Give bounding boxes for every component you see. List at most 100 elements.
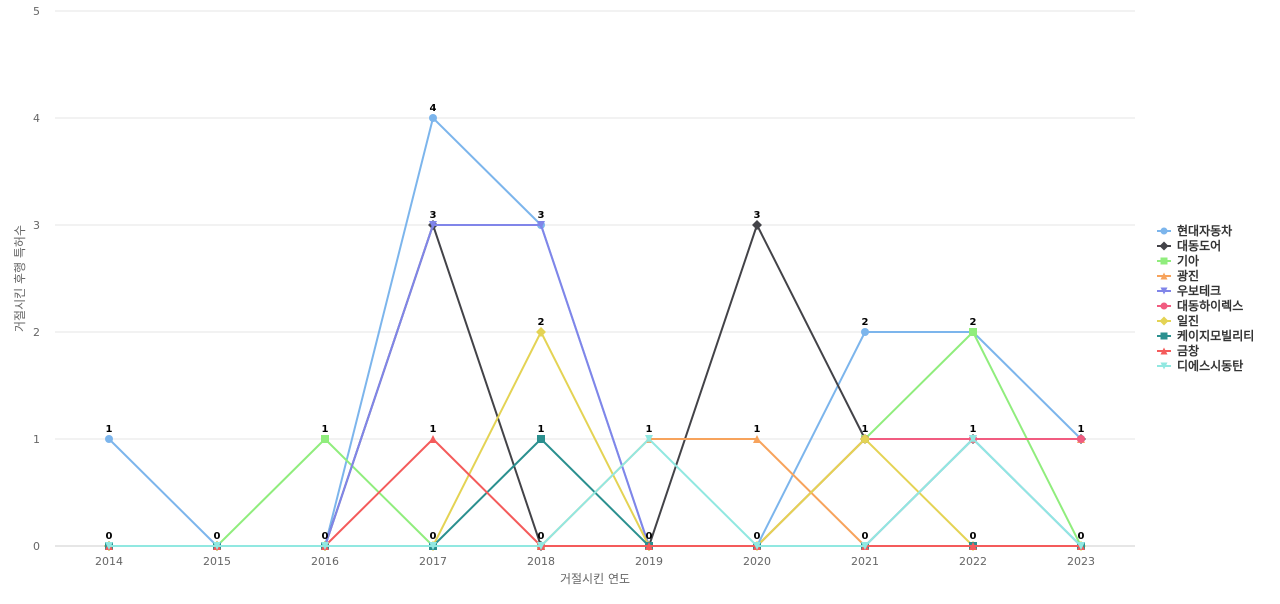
x-tick-label: 2022 [959, 555, 987, 568]
legend-item[interactable]: 광진 [1157, 268, 1199, 283]
x-tick-label: 2018 [527, 555, 555, 568]
legend-marker [1159, 241, 1169, 251]
data-label: 1 [430, 424, 437, 435]
data-label: 1 [754, 424, 761, 435]
y-tick-label: 4 [33, 112, 40, 125]
y-tick-label: 1 [33, 433, 40, 446]
data-label: 4 [430, 103, 437, 114]
x-tick-label: 2015 [203, 555, 231, 568]
legend-item[interactable]: 대동하이렉스 [1157, 298, 1243, 313]
legend-label: 일진 [1177, 313, 1199, 328]
legend-item[interactable]: 현대자동차 [1157, 223, 1232, 238]
x-tick-label: 2021 [851, 555, 879, 568]
data-point [969, 542, 977, 550]
data-point [1077, 542, 1085, 550]
data-point [321, 542, 329, 550]
data-point [429, 542, 437, 550]
data-point [752, 220, 762, 230]
data-point [861, 328, 869, 336]
data-point [645, 542, 653, 550]
data-point [645, 435, 653, 443]
data-label: 1 [538, 424, 545, 435]
legend-item[interactable]: 금창 [1157, 343, 1199, 358]
data-label: 0 [646, 531, 653, 542]
legend-marker [1160, 287, 1168, 295]
data-point [860, 434, 870, 444]
grid-layer [55, 10, 1135, 547]
legend-item[interactable]: 기아 [1157, 253, 1199, 268]
data-label: 0 [322, 531, 329, 542]
legend-marker [1160, 272, 1168, 280]
legend-marker [1160, 362, 1168, 370]
data-label: 0 [430, 531, 437, 542]
data-label: 0 [862, 531, 869, 542]
data-point [213, 542, 221, 550]
series-group [105, 435, 1085, 550]
data-point [536, 327, 546, 337]
data-point [105, 435, 113, 443]
data-point [429, 114, 437, 122]
data-label: 1 [646, 424, 653, 435]
series-line [109, 224, 1082, 547]
legend-item[interactable]: 케이지모빌리티 [1157, 328, 1254, 343]
data-point [969, 328, 977, 336]
legend-marker [1159, 316, 1169, 326]
legend-label: 기아 [1177, 253, 1199, 268]
y-tick-label: 5 [33, 5, 40, 18]
data-label: 2 [862, 317, 869, 328]
x-tick-label: 2017 [419, 555, 447, 568]
x-tick-label: 2016 [311, 555, 339, 568]
x-tick-label: 2023 [1067, 555, 1095, 568]
data-point [861, 542, 869, 550]
series-layer [104, 114, 1086, 551]
y-tick-label: 3 [33, 219, 40, 232]
data-point [1077, 435, 1085, 443]
x-tick-label: 2014 [95, 555, 123, 568]
y-tick-label: 2 [33, 326, 40, 339]
y-tick-label: 0 [33, 540, 40, 553]
x-tick-label: 2019 [635, 555, 663, 568]
data-point [537, 221, 545, 229]
data-label: 3 [430, 210, 437, 221]
data-point [969, 435, 977, 443]
legend-marker [1160, 227, 1168, 235]
data-point [753, 435, 761, 443]
legend-label: 광진 [1177, 268, 1199, 283]
data-label: 1 [322, 424, 329, 435]
data-label: 0 [1078, 531, 1085, 542]
data-label: 0 [754, 531, 761, 542]
data-label: 1 [106, 424, 113, 435]
legend-item[interactable]: 일진 [1157, 313, 1199, 328]
data-label: 3 [538, 210, 545, 221]
data-label: 0 [970, 531, 977, 542]
data-label: 1 [1078, 424, 1085, 435]
data-label: 1 [970, 424, 977, 435]
series-group [105, 221, 1085, 550]
data-point [321, 435, 329, 443]
y-axis-title: 거절시킨 후행 특허수 [12, 225, 27, 332]
data-label: 1 [862, 424, 869, 435]
data-point [537, 435, 545, 443]
data-point [753, 542, 761, 550]
legend-marker [1160, 257, 1168, 265]
data-point [537, 542, 545, 550]
data-label: 2 [538, 317, 545, 328]
data-label: 0 [214, 531, 221, 542]
legend-item[interactable]: 우보테크 [1157, 284, 1221, 298]
data-label: 3 [754, 210, 761, 221]
x-tick-label: 2020 [743, 555, 771, 568]
legend-marker [1160, 332, 1168, 340]
data-point [429, 221, 437, 229]
series-line [109, 438, 1082, 547]
data-label: 0 [106, 531, 113, 542]
data-label: 2 [970, 317, 977, 328]
legend-label: 우보테크 [1177, 284, 1221, 298]
legend-item[interactable]: 디에스시동탄 [1157, 358, 1243, 373]
legend-label: 디에스시동탄 [1177, 358, 1243, 373]
legend-label: 대동도어 [1177, 238, 1221, 253]
legend-item[interactable]: 대동도어 [1157, 238, 1221, 253]
